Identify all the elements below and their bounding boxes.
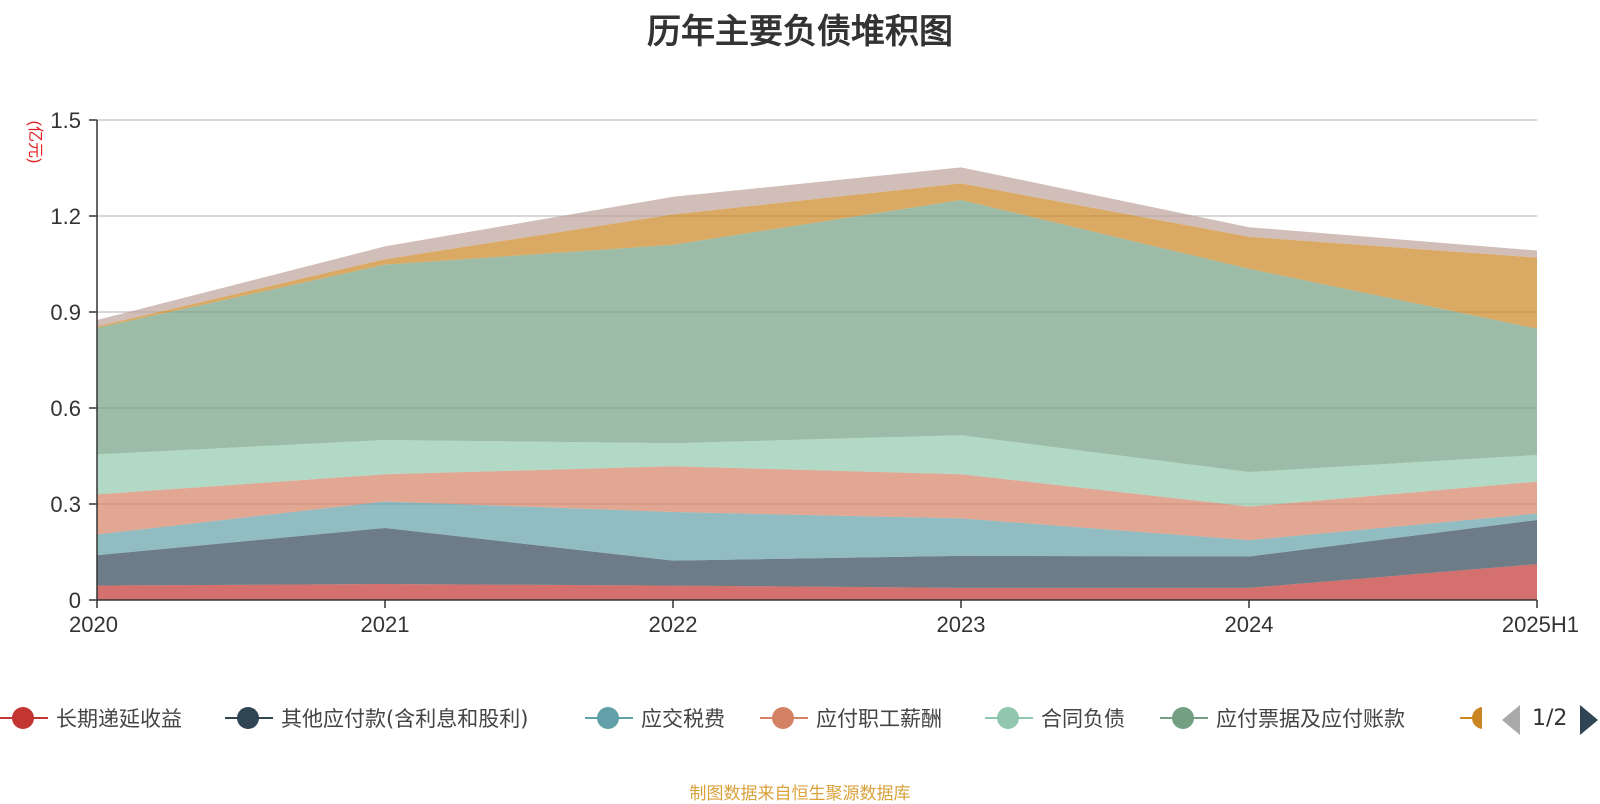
- y-tick-label: 0.3: [50, 492, 81, 517]
- x-tick-label: 2024: [1225, 612, 1274, 637]
- source-note: 制图数据来自恒生聚源数据库: [689, 784, 911, 804]
- legend-label: 合同负债: [1041, 707, 1125, 731]
- y-tick-label: 1.2: [50, 204, 81, 229]
- legend-label: 应交税费: [641, 707, 725, 731]
- chart-title: 历年主要负债堆积图: [647, 12, 953, 52]
- area-series-3: [97, 501, 1537, 561]
- legend-item[interactable]: 应付票据及应付账款: [1160, 700, 1405, 736]
- stacked-areas: [97, 167, 1537, 600]
- x-tick-label: 2021: [361, 612, 410, 637]
- legend-swatch-icon: [0, 700, 48, 736]
- legend-prev-page-icon[interactable]: [1502, 705, 1520, 735]
- legend-swatch-icon: [225, 700, 273, 736]
- area-series-7: [97, 183, 1537, 329]
- y-tick-label: 1.5: [50, 108, 81, 133]
- legend-swatch-icon: [1460, 700, 1482, 736]
- x-tick-label: 2022: [649, 612, 698, 637]
- y-tick-label: 0: [69, 588, 81, 613]
- area-series-5: [97, 435, 1537, 507]
- legend-item[interactable]: 合同负债: [985, 700, 1125, 736]
- area-series-4: [97, 466, 1537, 541]
- legend-swatch-icon: [1160, 700, 1208, 736]
- legend-label: 应付职工薪酬: [816, 707, 942, 731]
- legend: 长期递延收益 其他应付款(含利息和股利) 应交税费 应付职工薪酬 合同负债 应付票据及应付…: [0, 700, 1600, 736]
- legend-label: 长期递延收益: [56, 707, 182, 731]
- x-tick-label: 2025H1: [1502, 612, 1579, 637]
- legend-label: 其他应付款(含利息和股利): [281, 707, 529, 731]
- x-tick-label: 2023: [937, 612, 986, 637]
- chart-plot: 0 0.3 0.6 0.9 1.2 1.5 2020 2021 2022 2023 2024 2025…: [26, 108, 1579, 637]
- y-tick-label: 0.6: [50, 396, 81, 421]
- legend-item[interactable]: 长期递延收益: [0, 700, 182, 736]
- y-tick-label: 0.9: [50, 300, 81, 325]
- legend-swatch-icon: [760, 700, 808, 736]
- area-series-1: [97, 564, 1537, 600]
- area-series-8: [97, 167, 1537, 327]
- area-series-2: [97, 520, 1537, 588]
- area-series-6: [97, 200, 1537, 472]
- legend-item[interactable]: 应交税费: [585, 700, 725, 736]
- legend-item[interactable]: 应付职工薪酬: [760, 700, 942, 736]
- legend-next-page-icon[interactable]: [1580, 705, 1598, 735]
- axes: 0 0.3 0.6 0.9 1.2 1.5 2020 2021 2022 2023 2024 2025…: [50, 108, 1579, 637]
- legend-item[interactable]: [1460, 700, 1490, 736]
- legend-item[interactable]: 其他应付款(含利息和股利): [225, 700, 528, 736]
- legend-swatch-icon: [985, 700, 1033, 736]
- legend-label: 应付票据及应付账款: [1216, 707, 1405, 731]
- legend-page-indicator: 1/2: [1532, 706, 1568, 731]
- legend-swatch-icon: [585, 700, 633, 736]
- y-axis-unit-label: (亿元): [26, 121, 44, 164]
- x-tick-label: 2020: [69, 612, 118, 637]
